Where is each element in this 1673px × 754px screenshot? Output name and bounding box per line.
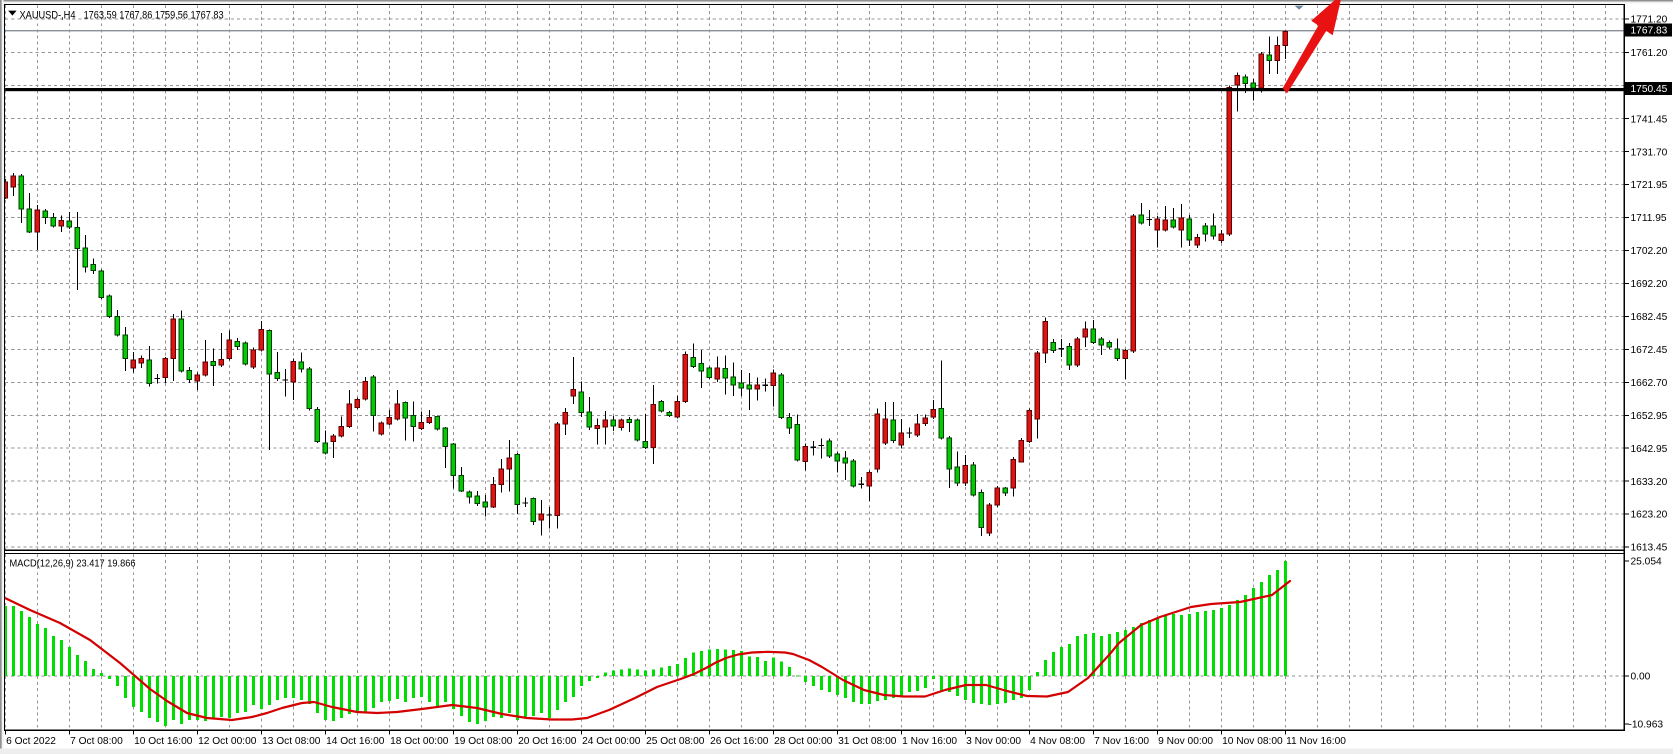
svg-text:0.00: 0.00	[1631, 672, 1651, 683]
svg-text:1741.45: 1741.45	[1631, 114, 1668, 125]
svg-text:4 Nov 08:00: 4 Nov 08:00	[1030, 736, 1085, 747]
svg-text:1 Nov 16:00: 1 Nov 16:00	[902, 736, 957, 747]
svg-text:31 Oct 08:00: 31 Oct 08:00	[838, 736, 897, 747]
svg-text:MACD(12,26,9) 23.417 19.866: MACD(12,26,9) 23.417 19.866	[10, 558, 136, 569]
svg-text:10 Nov 08:00: 10 Nov 08:00	[1222, 736, 1283, 747]
svg-text:20 Oct 16:00: 20 Oct 16:00	[518, 736, 577, 747]
svg-text:10 Oct 16:00: 10 Oct 16:00	[134, 736, 193, 747]
svg-text:28 Oct 00:00: 28 Oct 00:00	[774, 736, 833, 747]
svg-text:1731.70: 1731.70	[1631, 147, 1668, 158]
svg-text:18 Oct 00:00: 18 Oct 00:00	[390, 736, 449, 747]
svg-text:1702.20: 1702.20	[1631, 246, 1668, 257]
svg-text:6 Oct 2022: 6 Oct 2022	[6, 736, 56, 747]
svg-text:3 Nov 00:00: 3 Nov 00:00	[966, 736, 1021, 747]
svg-text:13 Oct 08:00: 13 Oct 08:00	[262, 736, 321, 747]
svg-text:1633.20: 1633.20	[1631, 477, 1668, 488]
svg-text:1613.45: 1613.45	[1631, 543, 1668, 554]
svg-text:12 Oct 00:00: 12 Oct 00:00	[198, 736, 257, 747]
svg-text:1652.95: 1652.95	[1631, 411, 1668, 422]
svg-text:11 Nov 16:00: 11 Nov 16:00	[1286, 736, 1346, 747]
svg-text:1623.20: 1623.20	[1631, 510, 1668, 521]
svg-text:1767.83: 1767.83	[1631, 26, 1668, 37]
svg-text:1750.45: 1750.45	[1631, 84, 1668, 95]
svg-text:1761.20: 1761.20	[1631, 48, 1668, 59]
svg-text:7 Oct 08:00: 7 Oct 08:00	[70, 736, 123, 747]
svg-text:25 Oct 08:00: 25 Oct 08:00	[646, 736, 705, 747]
svg-text:19 Oct 08:00: 19 Oct 08:00	[454, 736, 513, 747]
svg-text:1692.20: 1692.20	[1631, 279, 1668, 290]
svg-text:1672.45: 1672.45	[1631, 345, 1668, 356]
svg-text:24 Oct 00:00: 24 Oct 00:00	[582, 736, 641, 747]
svg-text:XAUUSD-,H4: XAUUSD-,H4	[20, 10, 76, 22]
svg-text:1642.95: 1642.95	[1631, 444, 1668, 455]
svg-text:1662.70: 1662.70	[1631, 378, 1668, 389]
svg-text:7 Nov 16:00: 7 Nov 16:00	[1094, 736, 1149, 747]
svg-text:1682.45: 1682.45	[1631, 312, 1668, 323]
svg-text:9 Nov 00:00: 9 Nov 00:00	[1158, 736, 1213, 747]
svg-text:14 Oct 16:00: 14 Oct 16:00	[326, 736, 385, 747]
svg-text:25.054: 25.054	[1631, 557, 1662, 568]
svg-text:-10.963: -10.963	[1629, 720, 1664, 731]
svg-text:1771.20: 1771.20	[1631, 15, 1668, 26]
svg-text:1721.95: 1721.95	[1631, 180, 1668, 191]
svg-text:1711.95: 1711.95	[1631, 213, 1667, 224]
svg-text:1763.59 1767.86 1759.56 1767.8: 1763.59 1767.86 1759.56 1767.83	[84, 10, 224, 22]
svg-text:26 Oct 16:00: 26 Oct 16:00	[710, 736, 769, 747]
